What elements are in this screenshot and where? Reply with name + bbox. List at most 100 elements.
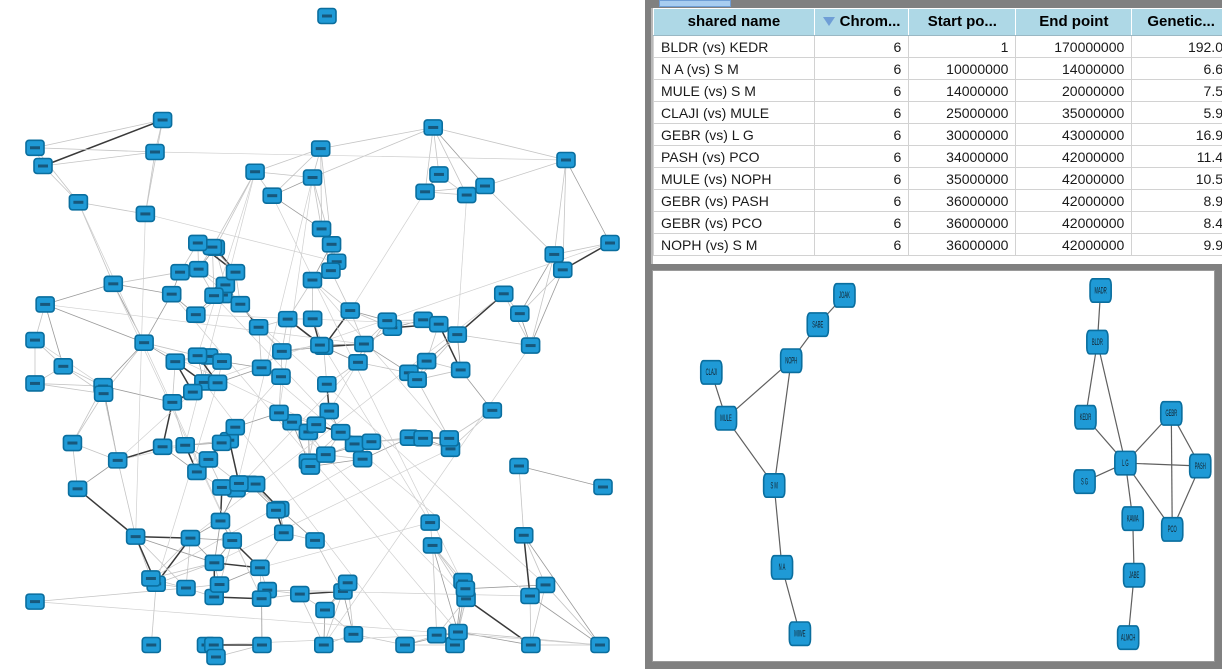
table-row[interactable]: MULE (vs) NOPH 6 35000000 42000000 10.5: [653, 167, 1222, 190]
cell-genetic[interactable]: 8.9: [1131, 189, 1222, 212]
cell-end_point[interactable]: 42000000: [1015, 167, 1133, 190]
large-network-edge[interactable]: [484, 159, 567, 187]
cell-end_point[interactable]: 42000000: [1015, 211, 1133, 234]
large-network-edge[interactable]: [197, 171, 256, 356]
cell-chromosome[interactable]: 6: [813, 167, 910, 190]
large-network-edge[interactable]: [145, 213, 337, 263]
large-network-edge[interactable]: [113, 271, 181, 285]
subnetwork-node[interactable]: JABE: [1124, 564, 1145, 587]
large-network-edge[interactable]: [530, 254, 555, 346]
table-row[interactable]: GEBR (vs) PCO 6 36000000 42000000 8.4: [653, 211, 1222, 234]
cell-chromosome[interactable]: 6: [813, 79, 910, 102]
node-shape[interactable]: [1162, 518, 1183, 541]
node-shape[interactable]: [771, 556, 792, 579]
subnetwork-canvas[interactable]: JOAK MADR SABE NOPH BLDR CLAJI GEBR KEDR MULE L G…: [652, 270, 1215, 662]
large-network-edge[interactable]: [523, 535, 601, 646]
large-network-edge[interactable]: [212, 171, 256, 248]
cell-chromosome[interactable]: 6: [813, 211, 910, 234]
large-network-edge[interactable]: [432, 127, 468, 196]
large-network-edge[interactable]: [214, 171, 256, 248]
subnetwork-node[interactable]: NOPH: [781, 349, 802, 372]
large-network-edge[interactable]: [150, 583, 157, 646]
large-network-edge[interactable]: [323, 591, 344, 646]
subnetwork-edge[interactable]: [1085, 342, 1097, 417]
large-network-edge[interactable]: [254, 148, 321, 173]
cell-shared_name[interactable]: GEBR (vs) PASH: [653, 189, 815, 212]
column-header-chromosome[interactable]: Chrom...: [813, 8, 910, 36]
large-network-edge[interactable]: [34, 147, 79, 203]
large-network-edge[interactable]: [530, 269, 564, 346]
subnetwork-edge[interactable]: [1125, 463, 1200, 466]
large-network-edge[interactable]: [214, 448, 451, 564]
edge-table-body[interactable]: BLDR (vs) KEDR 6 1 170000000 192.0 N A (vs) S…: [653, 35, 1222, 256]
column-header-start_point[interactable]: Start po...: [908, 8, 1017, 36]
large-network-edge[interactable]: [299, 593, 325, 646]
large-network-edge[interactable]: [45, 283, 114, 305]
large-network-edge[interactable]: [518, 465, 525, 536]
subnetwork-edge[interactable]: [774, 486, 782, 568]
node-shape[interactable]: [764, 474, 785, 497]
large-network-edge[interactable]: [522, 535, 531, 597]
large-network-edge[interactable]: [312, 177, 322, 229]
node-shape[interactable]: [1190, 454, 1211, 477]
cell-chromosome[interactable]: 6: [813, 101, 910, 124]
large-network-edge[interactable]: [312, 127, 434, 178]
large-network-edge[interactable]: [42, 119, 163, 167]
large-network-edge[interactable]: [135, 536, 187, 589]
large-network-edge[interactable]: [416, 379, 450, 439]
cell-end_point[interactable]: 42000000: [1015, 189, 1133, 212]
subnetwork-node[interactable]: S G: [1074, 470, 1095, 493]
large-network-edge[interactable]: [144, 151, 156, 214]
cell-end_point[interactable]: 35000000: [1015, 101, 1133, 124]
subnetwork-node[interactable]: SABE: [807, 313, 828, 336]
table-row[interactable]: GEBR (vs) PASH 6 36000000 42000000 8.9: [653, 189, 1222, 212]
cell-genetic[interactable]: 11.4: [1131, 145, 1222, 168]
large-network-edge[interactable]: [203, 242, 611, 383]
cell-genetic[interactable]: 16.9: [1131, 123, 1222, 146]
large-network-edge[interactable]: [155, 382, 218, 584]
large-network-edge[interactable]: [456, 195, 468, 335]
filter-sort-icon[interactable]: [822, 16, 835, 26]
cell-shared_name[interactable]: N A (vs) S M: [653, 57, 815, 80]
large-network-edge[interactable]: [465, 584, 546, 590]
large-network-edge[interactable]: [457, 334, 531, 346]
large-network-edge[interactable]: [117, 444, 186, 461]
table-row[interactable]: GEBR (vs) L G 6 30000000 43000000 16.9: [653, 123, 1222, 146]
node-shape[interactable]: [807, 313, 828, 336]
cell-start_point[interactable]: 36000000: [908, 211, 1017, 234]
subnetwork-graph[interactable]: JOAK MADR SABE NOPH BLDR CLAJI GEBR KEDR MULE L G…: [653, 271, 1214, 661]
large-network-edge[interactable]: [349, 191, 426, 311]
cell-start_point[interactable]: 14000000: [908, 79, 1017, 102]
large-network-edge[interactable]: [235, 177, 313, 490]
column-header-end_point[interactable]: End point: [1015, 8, 1133, 36]
cell-shared_name[interactable]: GEBR (vs) PCO: [653, 211, 815, 234]
large-network-edge[interactable]: [518, 465, 604, 488]
large-network-edge[interactable]: [529, 595, 601, 646]
subnetwork-node[interactable]: BLDR: [1087, 330, 1108, 353]
subnetwork-node[interactable]: MIWE: [789, 622, 810, 645]
table-row[interactable]: NOPH (vs) S M 6 36000000 42000000 9.9: [653, 233, 1222, 256]
table-row[interactable]: PASH (vs) PCO 6 34000000 42000000 11.4: [653, 145, 1222, 168]
cell-shared_name[interactable]: PASH (vs) PCO: [653, 145, 815, 168]
large-network-edge[interactable]: [424, 127, 434, 192]
subnetwork-node[interactable]: L G: [1115, 451, 1136, 474]
large-network-edge[interactable]: [432, 545, 438, 636]
subnetwork-node[interactable]: GEBR: [1161, 402, 1182, 425]
node-shape[interactable]: [1074, 470, 1095, 493]
tab-strip-indicator[interactable]: [659, 0, 731, 7]
node-shape[interactable]: [834, 284, 855, 307]
cell-start_point[interactable]: 34000000: [908, 145, 1017, 168]
subnetwork-node[interactable]: ALMCH: [1118, 626, 1139, 649]
node-shape[interactable]: [1090, 279, 1111, 302]
large-network-edge[interactable]: [144, 119, 163, 215]
node-shape[interactable]: [1075, 406, 1096, 429]
subnetwork-edge[interactable]: [1171, 413, 1172, 529]
large-network-edge[interactable]: [45, 304, 145, 344]
large-network-edge[interactable]: [259, 522, 431, 569]
large-network-edge[interactable]: [545, 584, 601, 646]
cell-start_point[interactable]: 35000000: [908, 167, 1017, 190]
large-network-edge[interactable]: [312, 279, 450, 439]
large-network-edge[interactable]: [565, 159, 611, 244]
table-row[interactable]: CLAJI (vs) MULE 6 25000000 35000000 5.9: [653, 101, 1222, 124]
subnetwork-node[interactable]: JOAK: [834, 284, 855, 307]
